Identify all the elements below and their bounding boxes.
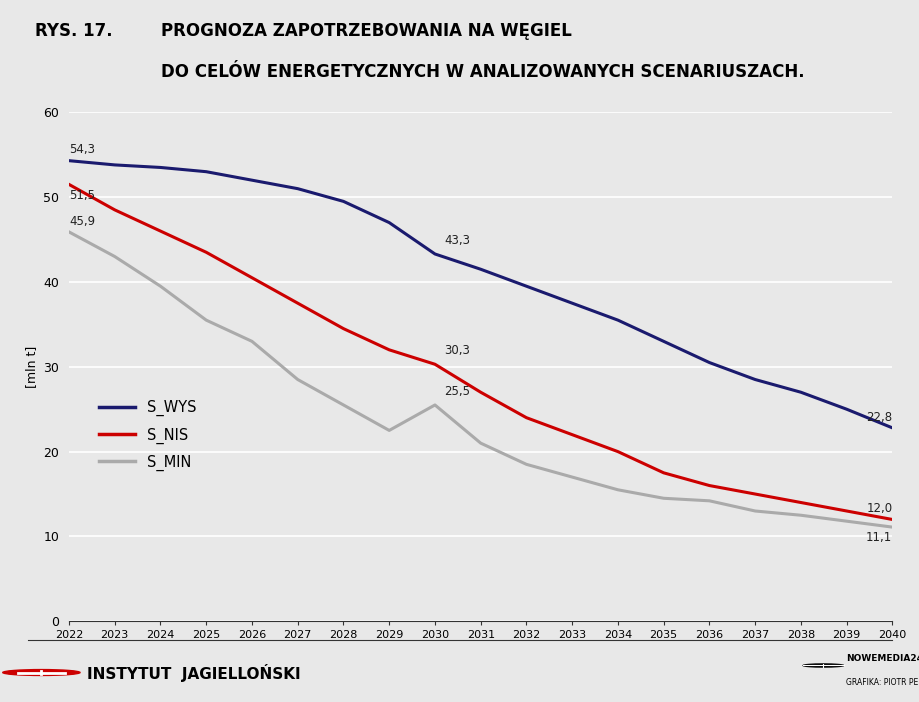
Text: 11,1: 11,1 [865, 531, 891, 544]
Text: 54,3: 54,3 [69, 143, 95, 157]
Text: 12,0: 12,0 [866, 502, 891, 515]
Circle shape [3, 670, 80, 675]
Text: DO CELÓW ENERGETYCZNYCH W ANALIZOWANYCH SCENARIUSZACH.: DO CELÓW ENERGETYCZNYCH W ANALIZOWANYCH … [161, 63, 804, 81]
Text: 45,9: 45,9 [69, 215, 95, 227]
Text: 43,3: 43,3 [444, 234, 470, 247]
Text: RYS. 17.: RYS. 17. [35, 22, 112, 41]
Text: 30,3: 30,3 [444, 345, 470, 357]
Text: INSTYTUT  JAGIELLOŃSKI: INSTYTUT JAGIELLOŃSKI [87, 663, 301, 682]
Text: GRAFIKA: PIOTR PERZYNA: GRAFIKA: PIOTR PERZYNA [845, 678, 919, 687]
Y-axis label: [mln t]: [mln t] [25, 345, 38, 388]
Legend: S_WYS, S_NIS, S_MIN: S_WYS, S_NIS, S_MIN [93, 395, 202, 477]
Text: 51,5: 51,5 [69, 189, 95, 201]
Text: 22,8: 22,8 [866, 411, 891, 423]
Circle shape [802, 664, 843, 667]
Text: NOWEMEDIA24.PL: NOWEMEDIA24.PL [845, 654, 919, 663]
Text: PROGNOZA ZAPOTRZEBOWANIA NA WĘGIEL: PROGNOZA ZAPOTRZEBOWANIA NA WĘGIEL [161, 22, 572, 41]
Text: 25,5: 25,5 [444, 385, 470, 398]
